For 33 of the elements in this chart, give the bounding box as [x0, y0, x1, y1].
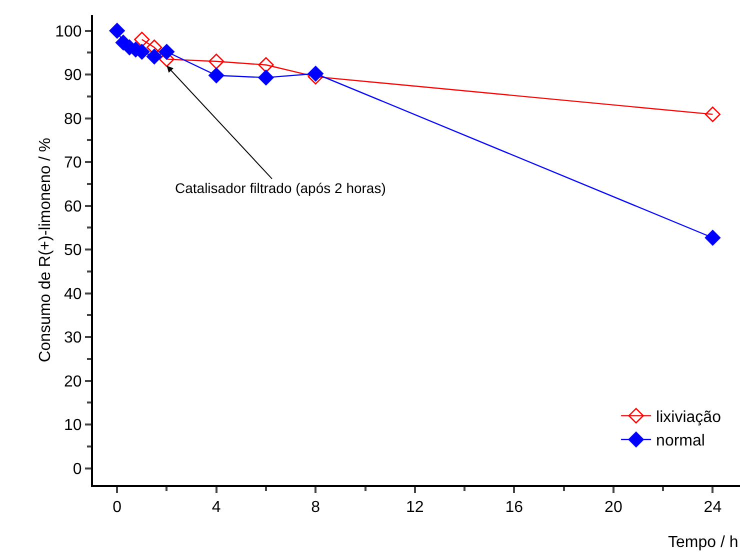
y-axis-title: Consumo de R(+)-limoneno / % [37, 138, 54, 362]
x-tick-label: 20 [604, 499, 622, 516]
point [158, 44, 175, 60]
point [704, 230, 720, 246]
x-tick-label: 12 [406, 499, 424, 516]
y-tick-label: 40 [64, 286, 82, 303]
annotation: Catalisador filtrado (após 2 horas) [175, 180, 386, 196]
point [208, 68, 224, 84]
x-tick-label: 16 [505, 499, 524, 516]
x-tick-label: 4 [212, 499, 221, 516]
point [704, 106, 720, 122]
point [146, 48, 162, 64]
point [258, 57, 274, 73]
y-tick-label: 70 [64, 154, 82, 172]
point [134, 32, 150, 48]
x-axis-title: Tempo / h [668, 534, 738, 551]
y-tick-label: 60 [64, 198, 82, 216]
y-tick-label: 20 [64, 373, 82, 390]
point [258, 70, 274, 86]
x-tick-label: 8 [311, 499, 320, 516]
y-tick-label: 30 [64, 330, 82, 347]
y-tick-label: 0 [72, 460, 82, 478]
legend-label: lixiviação [656, 408, 722, 426]
y-tick-label: 10 [64, 417, 82, 434]
x-tick-label: 0 [112, 499, 122, 516]
point [208, 54, 224, 70]
point [308, 66, 324, 82]
y-tick-label: 80 [64, 110, 82, 128]
y-tick-label: 50 [64, 242, 82, 260]
y-tick-label: 100 [55, 23, 82, 40]
y-tick-label: 90 [64, 67, 82, 84]
point [109, 22, 125, 39]
x-tick-label: 24 [704, 499, 722, 516]
